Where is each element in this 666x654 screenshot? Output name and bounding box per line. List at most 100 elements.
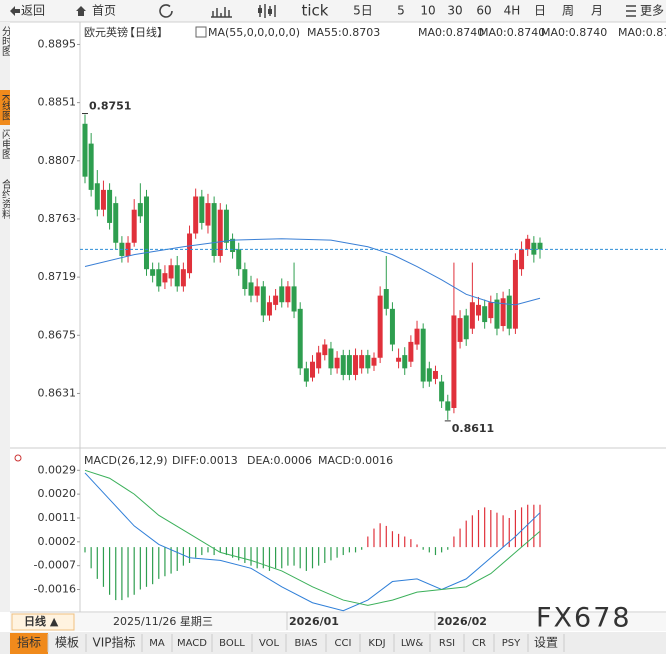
toolbar-button[interactable]: 5日 xyxy=(353,4,373,18)
more-icon[interactable] xyxy=(626,5,636,17)
bottom-tab[interactable]: LW& xyxy=(401,638,424,649)
candle-body xyxy=(439,381,445,402)
candle-body xyxy=(168,265,174,279)
candle-body xyxy=(537,242,543,250)
candle-body xyxy=(512,259,518,329)
chart-header-period: 【日线】 xyxy=(124,25,168,39)
candle-body xyxy=(94,183,100,210)
toolbar-button[interactable]: tick xyxy=(302,2,329,20)
macd-dea-line xyxy=(84,469,541,606)
legend-item: MA0:0.8740 xyxy=(418,26,484,39)
back-icon[interactable] xyxy=(10,6,20,16)
bottom-tab[interactable]: BOLL xyxy=(219,638,245,649)
candle-body xyxy=(266,302,272,316)
bottom-tab[interactable]: CCI xyxy=(335,638,352,649)
macd-header: DIFF:0.0013 xyxy=(172,454,238,467)
candle-body xyxy=(150,269,156,276)
candle-body xyxy=(193,196,199,234)
bottom-tab[interactable]: 模板 xyxy=(55,636,79,650)
candle-body xyxy=(223,209,229,243)
candle-body xyxy=(137,203,143,217)
candle-body xyxy=(408,341,414,362)
candle-body xyxy=(260,286,266,316)
candle-body xyxy=(236,249,242,270)
candle-body xyxy=(291,286,297,312)
candle-body xyxy=(334,357,340,369)
toolbar-button[interactable]: 10 xyxy=(420,4,435,18)
bottom-tab[interactable]: MA xyxy=(149,638,165,649)
macd-tick-label: -0.0007 xyxy=(34,559,76,572)
y-tick-label: 0.8763 xyxy=(38,212,77,225)
candle-body xyxy=(383,289,389,309)
toolbar-button[interactable]: 5 xyxy=(397,4,405,18)
macd-header: MACD(26,12,9) xyxy=(84,454,168,467)
candle-body xyxy=(488,302,494,319)
macd-tick-label: 0.0020 xyxy=(38,487,77,500)
candle-body xyxy=(279,286,285,303)
bottom-tab[interactable]: 指标 xyxy=(17,635,41,650)
toolbar-button[interactable]: 更多 xyxy=(640,4,664,18)
candle-body xyxy=(432,370,438,379)
legend-item: MA0:0.87 xyxy=(618,26,666,39)
ma55-line xyxy=(84,238,541,306)
y-tick-label: 0.8675 xyxy=(38,328,77,341)
bottom-tab[interactable]: BIAS xyxy=(295,638,318,649)
chart-header-symbol: 欧元英镑 xyxy=(84,25,128,39)
watermark: FX678 xyxy=(536,603,632,634)
toolbar-button[interactable]: 60 xyxy=(476,4,491,18)
bottom-tab[interactable]: CR xyxy=(472,638,486,649)
refresh-icon[interactable] xyxy=(159,4,173,18)
candle-body xyxy=(316,352,322,369)
candle-body xyxy=(187,233,193,274)
sidebar-tab[interactable]: 合约资料 xyxy=(0,178,12,220)
y-tick-label: 0.8895 xyxy=(38,37,77,50)
toolbar-button[interactable]: 首页 xyxy=(92,4,116,18)
candle-body xyxy=(113,203,119,243)
macd-tick-label: 0.0011 xyxy=(38,511,77,524)
bars-icon[interactable] xyxy=(211,7,232,18)
candle-body xyxy=(297,308,303,369)
bottom-tab[interactable]: VIP指标 xyxy=(93,635,136,650)
sidebar-tab[interactable]: 分时图 xyxy=(0,26,12,57)
home-icon[interactable] xyxy=(76,6,86,16)
high-annotation: 0.8751 xyxy=(89,100,131,113)
bottom-tab[interactable]: 设置 xyxy=(534,636,558,650)
candle-body xyxy=(402,355,408,369)
ma-settings-icon[interactable] xyxy=(195,26,207,38)
toolbar-button[interactable]: 4H xyxy=(504,4,521,18)
candle-body xyxy=(125,242,131,256)
bottom-tab[interactable]: KDJ xyxy=(368,638,385,649)
candle-body xyxy=(469,302,475,329)
toolbar-button[interactable]: 日 xyxy=(534,4,546,18)
candle-body xyxy=(254,286,260,296)
date-label: 2026/02 xyxy=(437,615,487,628)
candle-body xyxy=(199,196,205,223)
bottom-tab[interactable]: RSI xyxy=(439,638,455,649)
macd-tick-label: 0.0002 xyxy=(38,535,77,548)
y-tick-label: 0.8807 xyxy=(38,154,77,167)
candle-body xyxy=(340,355,346,375)
toolbar-button[interactable]: 周 xyxy=(562,4,574,18)
low-annotation: 0.8611 xyxy=(452,422,494,435)
candle-body xyxy=(322,344,328,356)
bottom-tab[interactable]: VOL xyxy=(259,638,280,649)
toolbar-button[interactable]: 返回 xyxy=(21,4,45,18)
date-label: 2025/11/26 星期三 xyxy=(113,615,213,628)
tab-active xyxy=(10,633,48,654)
tabbar-bg xyxy=(0,632,666,654)
candle-body xyxy=(525,238,531,250)
sidebar-tab[interactable]: 闪电图 xyxy=(0,128,12,160)
y-tick-label: 0.8719 xyxy=(38,270,77,283)
candle-body xyxy=(365,355,371,369)
bottom-tab[interactable]: MACD xyxy=(177,638,207,649)
candle-body xyxy=(451,315,457,408)
period-button[interactable]: 日线 ▲ xyxy=(24,614,59,628)
sidebar-tab[interactable]: K线图 xyxy=(0,94,12,121)
bottom-tab[interactable]: PSY xyxy=(502,638,521,649)
candle-body xyxy=(211,203,217,256)
toolbar-button[interactable]: 30 xyxy=(447,4,462,18)
candle-body xyxy=(494,299,500,329)
macd-settings-icon[interactable] xyxy=(14,454,22,462)
toolbar-button[interactable]: 月 xyxy=(591,4,603,18)
